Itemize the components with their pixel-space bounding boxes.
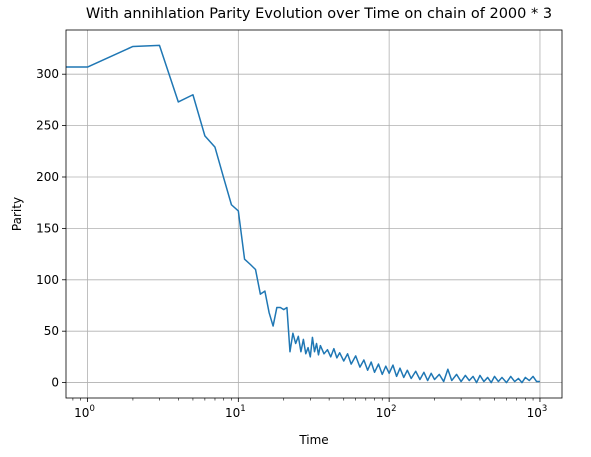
series-line (66, 44, 540, 384)
series-layer (66, 44, 540, 384)
y-tick-label: 100 (36, 273, 59, 287)
plot-frame (65, 29, 563, 399)
x-tick-label: 100 (74, 404, 95, 420)
chart-title: With annihlation Parity Evolution over T… (86, 6, 552, 22)
y-tick-label: 300 (36, 67, 59, 81)
y-tick-label: 0 (51, 376, 59, 390)
x-tick-label: 102 (376, 404, 397, 420)
x-tick-label: 101 (225, 404, 246, 420)
x-tick-label: 103 (527, 404, 548, 420)
y-tick-label: 150 (36, 221, 59, 235)
y-tick-label: 200 (36, 170, 59, 184)
x-axis-label: Time (298, 433, 328, 447)
y-tick-label: 50 (44, 324, 59, 338)
ticks: 0 50 100 150 200 250 300 100 101 102 103 (36, 67, 547, 420)
y-tick-label: 250 (36, 119, 59, 133)
y-axis-label: Parity (10, 197, 24, 231)
grid (66, 30, 562, 398)
